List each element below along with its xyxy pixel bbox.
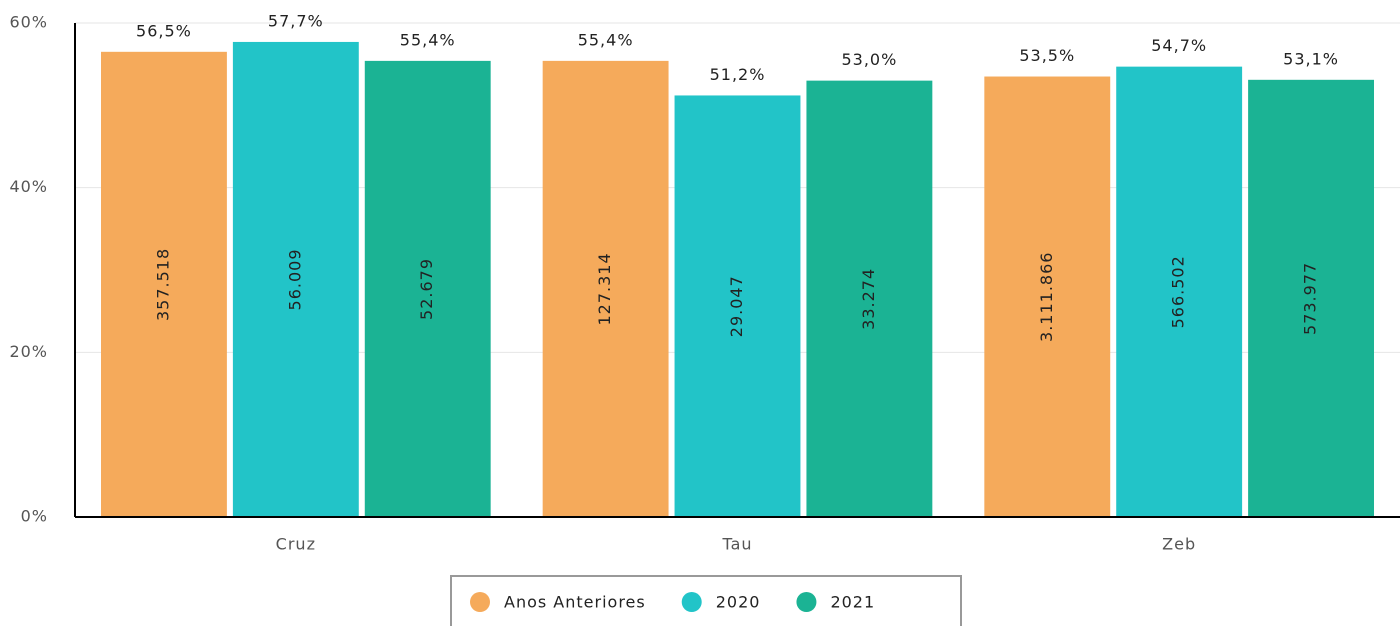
x-tick-label: Cruz	[276, 535, 316, 554]
legend-swatch	[470, 592, 490, 612]
value-label: 53,1%	[1283, 49, 1339, 68]
count-label: 127.314	[595, 252, 614, 325]
value-label: 51,2%	[710, 65, 766, 84]
bar	[542, 60, 669, 518]
count-label: 52.679	[417, 258, 436, 320]
bar	[364, 60, 491, 518]
count-label: 56.009	[285, 248, 304, 310]
count-label: 29.047	[727, 275, 746, 337]
bar	[232, 41, 359, 517]
value-label: 54,7%	[1151, 36, 1207, 55]
y-tick-label: 60%	[9, 13, 48, 32]
value-label: 57,7%	[268, 11, 324, 30]
legend-label: 2021	[830, 593, 875, 612]
bar	[674, 95, 801, 517]
y-tick-label: 20%	[9, 342, 48, 361]
bar	[984, 76, 1111, 518]
legend-label: 2020	[716, 593, 761, 612]
value-label: 53,5%	[1019, 46, 1075, 65]
legend-box	[450, 575, 962, 626]
count-label: 357.518	[153, 248, 172, 321]
legend-swatch	[796, 592, 817, 612]
bar	[101, 51, 227, 518]
legend: Anos Anteriores 2020 2021	[450, 575, 962, 626]
value-label: 53,0%	[841, 50, 897, 69]
x-tick-label: Zeb	[1162, 535, 1196, 554]
legend-swatch	[681, 592, 702, 612]
count-label: 33.274	[859, 268, 878, 330]
count-label: 573.977	[1301, 262, 1320, 335]
count-label: 3.111.866	[1037, 252, 1056, 342]
bar	[1116, 66, 1243, 518]
bar	[806, 80, 933, 517]
value-label: 55,4%	[400, 30, 456, 49]
count-label: 566.502	[1169, 255, 1188, 328]
value-label: 56,5%	[136, 21, 192, 40]
bar	[1248, 79, 1374, 517]
value-label: 55,4%	[578, 30, 634, 49]
y-tick-label: 40%	[9, 177, 48, 196]
y-tick-label: 0%	[21, 507, 48, 526]
x-tick-label: Tau	[721, 535, 752, 554]
legend-label: Anos Anteriores	[504, 593, 646, 612]
